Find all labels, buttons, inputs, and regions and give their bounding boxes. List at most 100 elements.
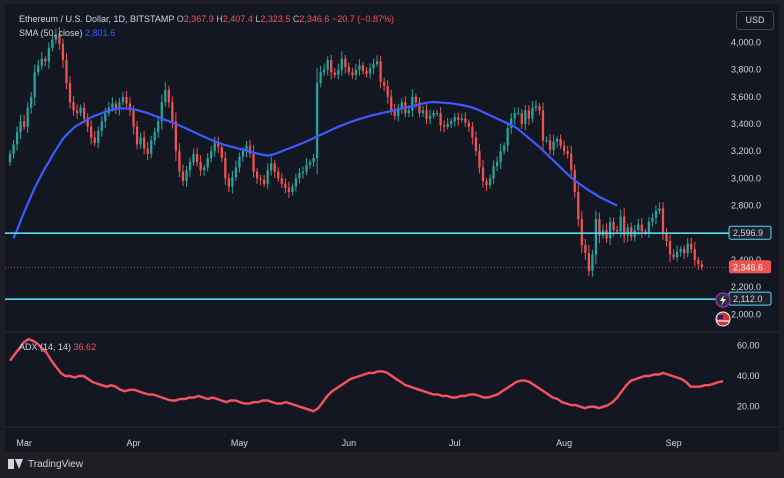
candle[interactable]	[139, 137, 142, 145]
candle[interactable]	[693, 249, 696, 260]
candle[interactable]	[93, 137, 96, 144]
candle[interactable]	[30, 96, 33, 108]
candle[interactable]	[157, 121, 160, 133]
candle[interactable]	[623, 216, 626, 236]
candle[interactable]	[54, 34, 58, 40]
candle[interactable]	[552, 141, 555, 150]
candle[interactable]	[181, 171, 185, 182]
candle[interactable]	[630, 227, 633, 237]
adx-label[interactable]: ADX (14, 14)	[19, 342, 72, 352]
candle[interactable]	[686, 243, 689, 254]
candle[interactable]	[185, 170, 188, 182]
candle[interactable]	[432, 113, 435, 116]
candle[interactable]	[291, 186, 294, 192]
candle[interactable]	[188, 162, 192, 171]
candle[interactable]	[90, 126, 93, 138]
candle[interactable]	[654, 211, 658, 218]
candle[interactable]	[142, 137, 146, 149]
candle[interactable]	[390, 96, 393, 111]
candle[interactable]	[44, 58, 47, 62]
candle[interactable]	[626, 227, 629, 236]
candle[interactable]	[428, 115, 432, 119]
candle[interactable]	[164, 90, 167, 103]
candle[interactable]	[605, 230, 608, 239]
candle[interactable]	[319, 72, 322, 84]
candle[interactable]	[672, 254, 675, 258]
candle[interactable]	[19, 121, 22, 133]
candle[interactable]	[337, 69, 340, 76]
candle[interactable]	[541, 110, 545, 141]
candle[interactable]	[82, 107, 86, 119]
candle[interactable]	[301, 171, 305, 173]
candle[interactable]	[365, 70, 368, 74]
candle[interactable]	[79, 107, 82, 114]
candle[interactable]	[330, 60, 333, 73]
candle[interactable]	[683, 249, 686, 254]
candle[interactable]	[446, 124, 449, 127]
candle[interactable]	[245, 145, 248, 152]
candle[interactable]	[125, 96, 128, 104]
candle[interactable]	[171, 102, 174, 122]
candle[interactable]	[248, 145, 252, 154]
candle[interactable]	[580, 219, 583, 246]
candle[interactable]	[33, 72, 36, 97]
candle[interactable]	[555, 138, 559, 142]
candle[interactable]	[298, 172, 301, 179]
candle[interactable]	[195, 153, 199, 163]
candle[interactable]	[464, 118, 467, 123]
candle[interactable]	[584, 245, 587, 254]
candle[interactable]	[277, 171, 280, 179]
candle[interactable]	[220, 147, 223, 158]
candle[interactable]	[520, 113, 523, 124]
symbol-title[interactable]: Ethereum / U.S. Dollar, 1D, BITSTAMP	[19, 14, 175, 24]
candle[interactable]	[241, 151, 245, 157]
candle[interactable]	[12, 144, 15, 154]
candle[interactable]	[563, 145, 566, 152]
candle[interactable]	[675, 251, 679, 258]
candle[interactable]	[160, 102, 163, 122]
candle[interactable]	[457, 117, 460, 120]
candle[interactable]	[478, 151, 481, 168]
candle[interactable]	[488, 178, 492, 186]
candle[interactable]	[566, 151, 569, 154]
candle[interactable]	[266, 170, 269, 184]
candle[interactable]	[86, 118, 89, 127]
candle[interactable]	[570, 153, 573, 171]
candle[interactable]	[421, 110, 425, 114]
candle[interactable]	[665, 232, 668, 241]
candle[interactable]	[252, 153, 255, 172]
candle[interactable]	[358, 65, 361, 70]
candle[interactable]	[679, 249, 682, 252]
candle[interactable]	[351, 72, 354, 76]
candle[interactable]	[481, 167, 485, 182]
candle[interactable]	[591, 254, 594, 271]
candle[interactable]	[234, 167, 238, 178]
candle[interactable]	[192, 153, 195, 163]
candle[interactable]	[443, 125, 446, 127]
candle[interactable]	[37, 65, 40, 73]
candle[interactable]	[397, 107, 400, 116]
candle[interactable]	[450, 121, 453, 124]
candle[interactable]	[598, 219, 601, 236]
candle[interactable]	[354, 69, 358, 76]
candle[interactable]	[538, 106, 541, 111]
candle[interactable]	[503, 145, 506, 152]
candle[interactable]	[259, 178, 262, 180]
candle[interactable]	[418, 102, 421, 114]
candle[interactable]	[548, 140, 552, 150]
candle[interactable]	[344, 58, 347, 67]
candle[interactable]	[644, 231, 647, 233]
candle[interactable]	[68, 83, 72, 103]
candle[interactable]	[372, 64, 375, 69]
candle[interactable]	[577, 192, 580, 220]
candle[interactable]	[100, 121, 103, 131]
candle[interactable]	[210, 151, 213, 158]
candle[interactable]	[697, 260, 700, 265]
candle[interactable]	[375, 61, 379, 65]
candle[interactable]	[492, 166, 495, 179]
candle[interactable]	[280, 178, 283, 184]
candle[interactable]	[467, 122, 471, 127]
sma-line[interactable]	[12, 100, 618, 239]
candle[interactable]	[347, 66, 350, 73]
candle[interactable]	[305, 164, 308, 172]
